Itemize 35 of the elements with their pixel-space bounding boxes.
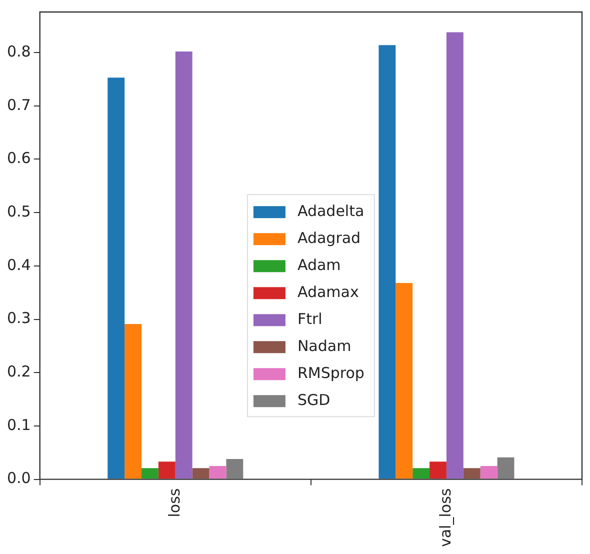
- legend-label: Adam: [297, 256, 341, 274]
- y-tick-label: 0.1: [6, 416, 31, 434]
- bar: [108, 78, 125, 479]
- bar: [412, 468, 430, 479]
- bar: [226, 459, 244, 479]
- bar: [378, 45, 396, 479]
- y-tick-label: 0.3: [6, 309, 31, 328]
- x-tick-label: loss: [165, 488, 184, 518]
- y-tick-label: 0.7: [6, 96, 31, 114]
- y-tick-label: 0.0: [6, 469, 31, 488]
- bar: [209, 466, 226, 479]
- x-tick-label: val_loss: [436, 488, 454, 548]
- y-tick-label: 0.2: [6, 362, 31, 380]
- y-tick-label: 0.8: [6, 42, 31, 60]
- bar: [175, 51, 192, 479]
- bar: [142, 468, 158, 479]
- bar: [430, 462, 446, 479]
- legend-label: Adadelta: [297, 202, 364, 220]
- legend-label: SGD: [297, 391, 330, 410]
- legend-label: RMSprop: [297, 364, 364, 382]
- bar: [480, 466, 498, 479]
- y-tick-label: 0.6: [6, 149, 31, 168]
- legend-label: Nadam: [297, 337, 352, 356]
- y-tick-label: 0.5: [6, 202, 31, 220]
- bar: [192, 468, 210, 479]
- bar: [396, 282, 413, 479]
- legend-label: Adagrad: [297, 229, 361, 248]
- bar: [124, 324, 142, 479]
- bar: [497, 457, 514, 479]
- legend-label: Adamax: [297, 283, 359, 302]
- bar: [446, 32, 464, 479]
- bar: [463, 468, 480, 479]
- y-tick-label: 0.4: [6, 256, 31, 274]
- legend-label: Ftrl: [297, 310, 322, 328]
- bar: [158, 462, 176, 479]
